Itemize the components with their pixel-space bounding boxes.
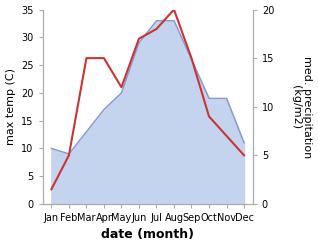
Y-axis label: max temp (C): max temp (C) (5, 68, 16, 145)
X-axis label: date (month): date (month) (101, 228, 194, 242)
Y-axis label: med. precipitation
(kg/m2): med. precipitation (kg/m2) (291, 56, 313, 158)
